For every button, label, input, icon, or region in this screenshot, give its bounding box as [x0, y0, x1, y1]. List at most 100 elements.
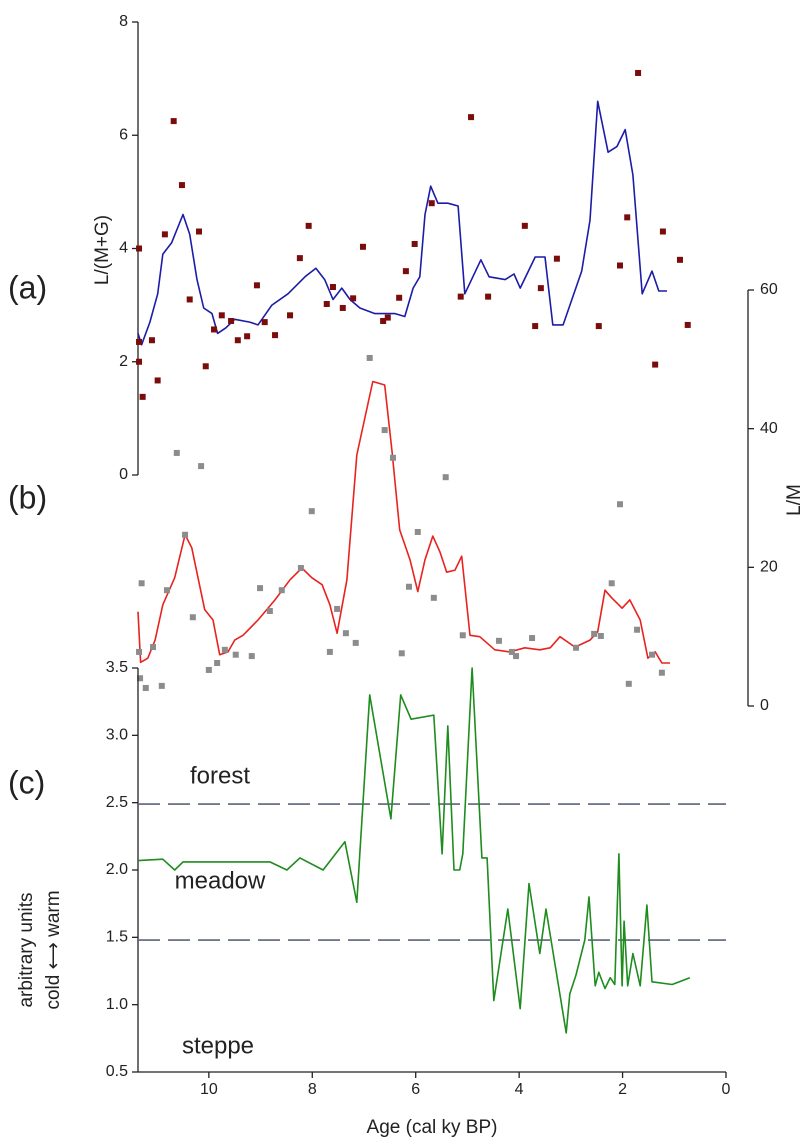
data-point — [359, 243, 366, 250]
data-point — [305, 222, 312, 229]
data-point — [529, 635, 536, 642]
data-point — [485, 293, 492, 300]
y-tick-label: 0 — [119, 466, 128, 483]
panel-label: (c) — [8, 764, 45, 800]
data-point — [658, 669, 665, 676]
data-point — [402, 268, 409, 275]
y-tick-label: 20 — [760, 559, 778, 576]
data-point — [635, 69, 642, 76]
data-point — [459, 632, 466, 639]
data-point — [308, 508, 315, 515]
y-tick-label: 8 — [119, 13, 128, 30]
data-point — [513, 653, 520, 660]
data-point — [196, 228, 203, 235]
data-point — [136, 338, 143, 345]
y-tick-label: 2.5 — [106, 794, 128, 811]
data-point — [414, 528, 421, 535]
data-point — [684, 321, 691, 328]
y-tick-label: 2 — [119, 353, 128, 370]
data-point — [154, 377, 161, 384]
data-point — [266, 608, 273, 615]
data-point — [405, 583, 412, 590]
data-line — [137, 667, 691, 1034]
data-point — [253, 282, 260, 289]
data-point — [136, 648, 143, 655]
x-tick-label: 4 — [515, 1081, 524, 1098]
data-point — [457, 293, 464, 300]
data-point — [521, 222, 528, 229]
panel-label: (a) — [8, 269, 47, 305]
data-point — [468, 114, 475, 121]
data-point — [261, 319, 268, 326]
data-point — [537, 285, 544, 292]
data-point — [649, 651, 656, 658]
data-point — [634, 626, 641, 633]
y-tick-label: 40 — [760, 420, 778, 437]
data-point — [287, 312, 294, 319]
annotation: forest — [190, 762, 250, 789]
data-point — [595, 323, 602, 330]
data-point — [161, 231, 168, 238]
data-point — [342, 630, 349, 637]
data-point — [366, 354, 373, 361]
data-point — [137, 675, 144, 682]
data-point — [616, 262, 623, 269]
data-line — [137, 100, 667, 346]
data-point — [616, 501, 623, 508]
data-point — [178, 182, 185, 189]
data-point — [624, 214, 631, 221]
annotation: steppe — [182, 1032, 254, 1059]
data-point — [398, 650, 405, 657]
data-point — [334, 605, 341, 612]
data-point — [296, 255, 303, 262]
data-point — [352, 639, 359, 646]
data-point — [350, 295, 357, 302]
x-tick-label: 8 — [308, 1081, 317, 1098]
y-tick-label: 0.5 — [106, 1063, 128, 1080]
data-point — [411, 240, 418, 247]
data-point — [189, 614, 196, 621]
data-point — [173, 449, 180, 456]
y-tick-label: 60 — [760, 281, 778, 298]
data-point — [139, 393, 146, 400]
data-point — [389, 454, 396, 461]
data-point — [234, 337, 241, 344]
x-axis-label: Age (cal ky BP) — [367, 1117, 498, 1138]
data-point — [676, 256, 683, 263]
data-point — [136, 245, 143, 252]
annotation: meadow — [175, 867, 266, 894]
y-axis-label: L/(M+G) — [92, 215, 113, 285]
data-point — [148, 337, 155, 344]
x-tick-label: 0 — [722, 1081, 731, 1098]
data-point — [205, 666, 212, 673]
data-point — [182, 531, 189, 538]
data-point — [214, 660, 221, 667]
data-point — [232, 651, 239, 658]
data-point — [278, 587, 285, 594]
data-point — [257, 585, 264, 592]
data-point — [573, 644, 580, 651]
data-point — [228, 317, 235, 324]
data-point — [198, 463, 205, 470]
y-tick-label: 2.0 — [106, 861, 128, 878]
data-point — [625, 680, 632, 687]
data-point — [339, 304, 346, 311]
y-tick-label: 0 — [760, 697, 769, 714]
x-tick-label: 6 — [411, 1081, 420, 1098]
data-point — [326, 648, 333, 655]
y-tick-label: 1.5 — [106, 929, 128, 946]
data-line — [137, 380, 671, 664]
data-point — [138, 580, 145, 587]
data-point — [608, 580, 615, 587]
data-point — [553, 255, 560, 262]
data-point — [142, 684, 149, 691]
data-point — [495, 637, 502, 644]
data-point — [211, 326, 218, 333]
y-axis-label: L/M — [784, 484, 805, 516]
y-axis-label: arbitrary units — [16, 892, 37, 1007]
data-point — [218, 312, 225, 319]
data-point — [248, 653, 255, 660]
data-point — [170, 118, 177, 125]
y-axis-label: cold ⟷ warm — [43, 890, 64, 1009]
